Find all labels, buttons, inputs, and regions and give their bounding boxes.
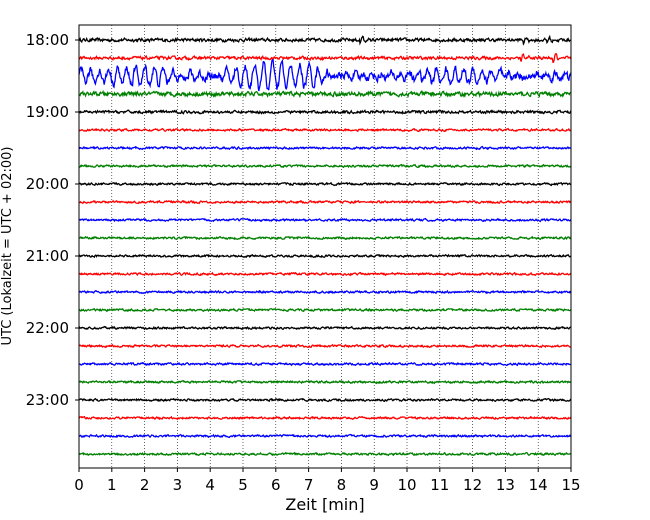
trace-22:00 (78, 325, 572, 331)
x-tick-label-14: 14 (529, 476, 548, 494)
trace-23:00 (78, 397, 572, 403)
trace-22:45 (78, 379, 572, 385)
grid-lines (111, 25, 539, 468)
trace-20:45 (78, 235, 572, 241)
y-tick-label-18:00: 18:00 (26, 31, 69, 49)
trace-20:30 (78, 217, 572, 223)
x-tick-label-6: 6 (271, 476, 281, 494)
trace-22:15 (78, 343, 572, 349)
plot-frame (78, 24, 572, 469)
trace-21:15 (78, 271, 572, 277)
y-tick-label-21:00: 21:00 (26, 247, 69, 265)
x-tick-label-11: 11 (430, 476, 449, 494)
x-axis-label: Zeit [min] (285, 495, 364, 514)
x-tick-label-5: 5 (238, 476, 248, 494)
x-tick-label-4: 4 (205, 476, 215, 494)
trace-21:45 (78, 307, 572, 313)
x-tick-label-2: 2 (140, 476, 150, 494)
x-tick-label-10: 10 (397, 476, 416, 494)
y-tick-label-20:00: 20:00 (26, 175, 69, 193)
trace-18:15 (78, 53, 572, 63)
trace-22:30 (78, 361, 572, 367)
x-tick-label-3: 3 (173, 476, 183, 494)
x-tick-label-1: 1 (107, 476, 117, 494)
x-axis-ticks: 0 1 2 3 4 5 6 7 8 9 10 11 12 13 14 15 (74, 468, 581, 494)
y-tick-label-19:00: 19:00 (26, 103, 69, 121)
trace-21:00 (78, 253, 572, 259)
trace-23:45 (78, 451, 572, 457)
x-tick-label-12: 12 (463, 476, 482, 494)
trace-19:15 (78, 127, 572, 133)
trace-21:30 (78, 289, 572, 295)
x-tick-label-7: 7 (304, 476, 314, 494)
trace-18:30 (78, 58, 572, 92)
trace-18:00 (78, 34, 572, 46)
trace-20:15 (78, 199, 572, 205)
seismogram-traces (78, 34, 572, 457)
trace-19:00 (78, 109, 572, 115)
y-tick-label-23:00: 23:00 (26, 391, 69, 409)
x-tick-label-0: 0 (74, 476, 84, 494)
y-tick-label-22:00: 22:00 (26, 319, 69, 337)
x-tick-label-8: 8 (337, 476, 347, 494)
x-tick-label-15: 15 (561, 476, 580, 494)
trace-19:30 (78, 145, 572, 151)
trace-23:30 (78, 433, 572, 439)
trace-18:45 (78, 89, 572, 99)
trace-20:00 (78, 181, 572, 187)
trace-19:45 (78, 163, 572, 169)
trace-23:15 (78, 415, 572, 421)
y-axis-ticks: 18:00 19:00 20:00 21:00 22:00 23:00 (26, 31, 79, 409)
y-axis-label: UTC (Lokalzeit = UTC + 02:00) (0, 147, 15, 346)
x-tick-label-9: 9 (369, 476, 379, 494)
plot-background (79, 25, 571, 468)
x-tick-label-13: 13 (496, 476, 515, 494)
